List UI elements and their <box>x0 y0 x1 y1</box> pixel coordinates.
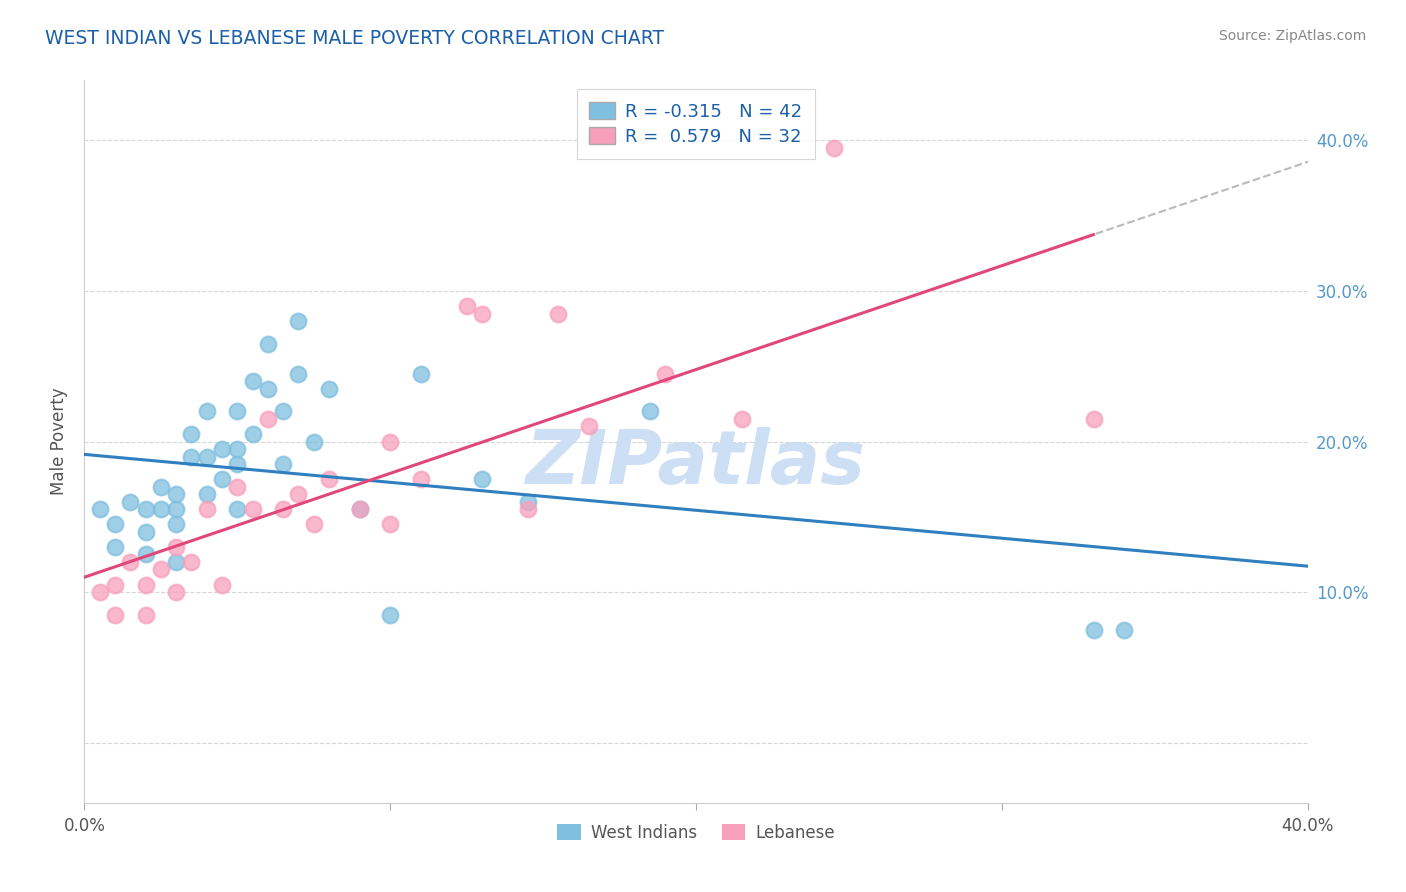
Point <box>226 480 249 494</box>
Point <box>104 607 127 622</box>
Point <box>409 367 432 381</box>
Point <box>380 517 402 532</box>
Point <box>135 524 157 539</box>
Point <box>135 577 157 591</box>
Point <box>165 585 187 599</box>
Point <box>195 502 218 516</box>
Point <box>242 502 264 516</box>
Point <box>165 555 187 569</box>
Legend: West Indians, Lebanese: West Indians, Lebanese <box>551 817 841 848</box>
Point <box>1083 412 1105 426</box>
Point <box>180 555 202 569</box>
Text: Source: ZipAtlas.com: Source: ZipAtlas.com <box>1219 29 1367 43</box>
Point <box>226 502 249 516</box>
Point <box>226 442 249 456</box>
Point <box>242 374 264 388</box>
Point <box>516 502 538 516</box>
Point <box>302 434 325 449</box>
Point <box>211 577 233 591</box>
Point <box>180 427 202 442</box>
Point <box>1083 623 1105 637</box>
Point <box>516 494 538 508</box>
Point <box>257 382 280 396</box>
Point <box>257 336 280 351</box>
Point <box>120 555 142 569</box>
Text: WEST INDIAN VS LEBANESE MALE POVERTY CORRELATION CHART: WEST INDIAN VS LEBANESE MALE POVERTY COR… <box>45 29 664 47</box>
Point <box>471 472 494 486</box>
Point <box>165 502 187 516</box>
Point <box>195 450 218 464</box>
Point <box>257 412 280 426</box>
Point <box>1114 623 1136 637</box>
Point <box>149 502 172 516</box>
Point <box>318 382 340 396</box>
Y-axis label: Male Poverty: Male Poverty <box>51 388 69 495</box>
Point <box>195 404 218 418</box>
Point <box>165 487 187 501</box>
Point <box>195 487 218 501</box>
Point <box>211 472 233 486</box>
Point <box>89 502 111 516</box>
Point <box>578 419 600 434</box>
Point <box>226 404 249 418</box>
Point <box>226 457 249 471</box>
Point <box>135 607 157 622</box>
Point <box>104 517 127 532</box>
Point <box>242 427 264 442</box>
Point <box>547 307 569 321</box>
Point <box>211 442 233 456</box>
Point <box>731 412 754 426</box>
Point <box>104 540 127 554</box>
Point <box>349 502 371 516</box>
Point <box>302 517 325 532</box>
Point <box>456 299 478 313</box>
Point <box>471 307 494 321</box>
Point <box>271 457 294 471</box>
Text: ZIPatlas: ZIPatlas <box>526 426 866 500</box>
Point <box>380 434 402 449</box>
Point <box>654 367 676 381</box>
Point <box>180 450 202 464</box>
Point <box>638 404 661 418</box>
Point <box>287 367 309 381</box>
Point <box>287 314 309 328</box>
Point <box>823 141 845 155</box>
Point <box>318 472 340 486</box>
Point <box>149 480 172 494</box>
Point <box>89 585 111 599</box>
Point <box>135 548 157 562</box>
Point <box>135 502 157 516</box>
Point <box>349 502 371 516</box>
Point <box>149 562 172 576</box>
Point <box>165 540 187 554</box>
Point <box>104 577 127 591</box>
Point <box>380 607 402 622</box>
Point <box>409 472 432 486</box>
Point <box>165 517 187 532</box>
Point <box>271 502 294 516</box>
Point <box>120 494 142 508</box>
Point <box>287 487 309 501</box>
Point <box>271 404 294 418</box>
